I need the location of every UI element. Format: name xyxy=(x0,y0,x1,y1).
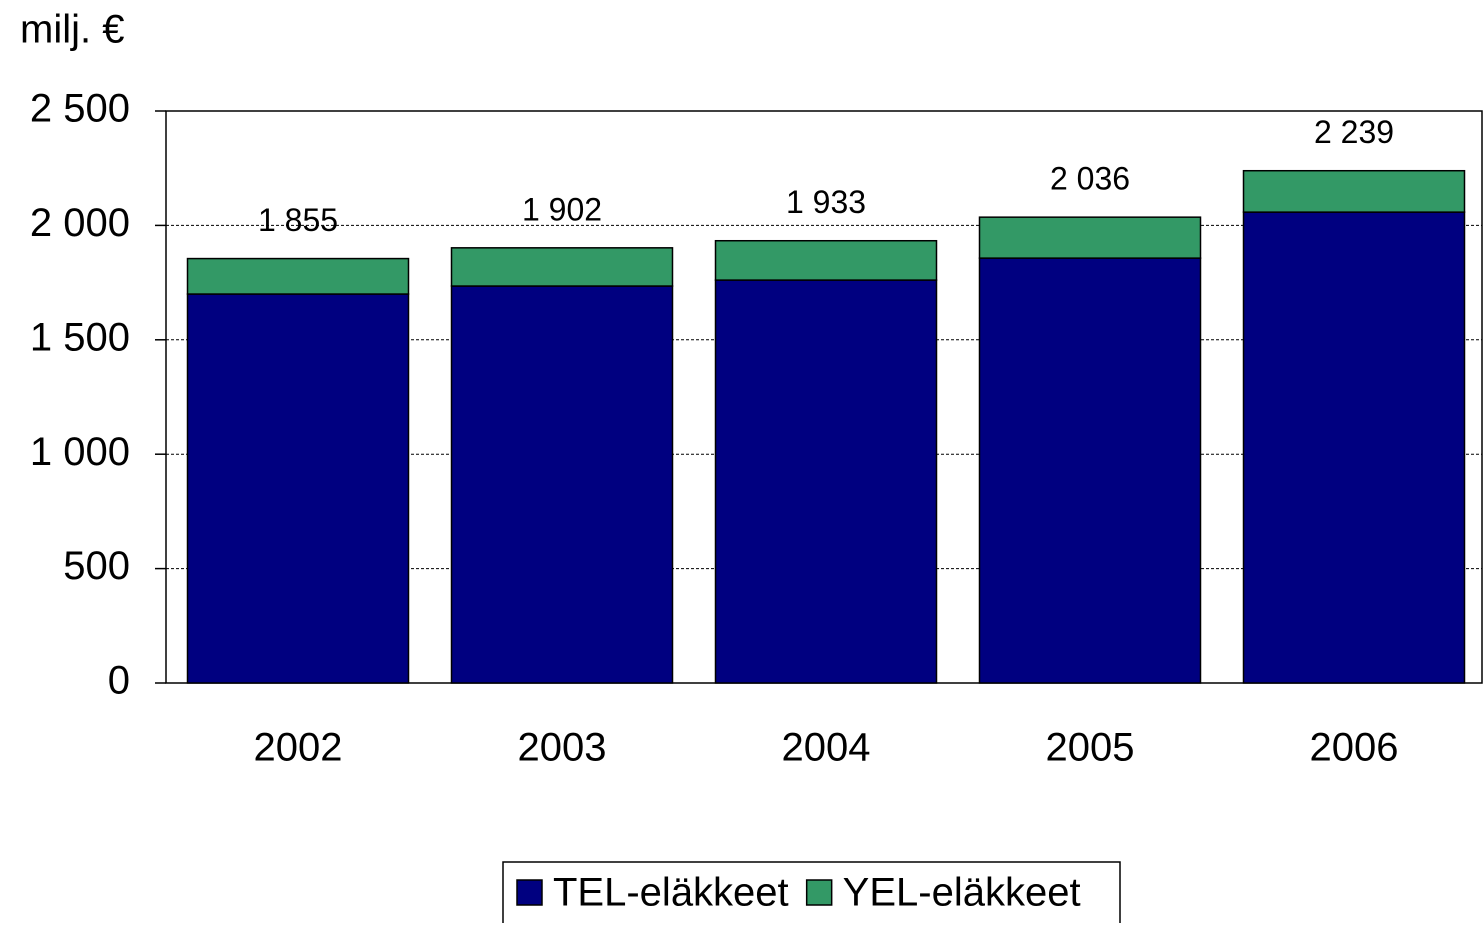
y-tick-label: 500 xyxy=(63,544,130,588)
x-tick-label: 2002 xyxy=(254,726,343,770)
bar-segment xyxy=(714,279,938,684)
total-label: 1 902 xyxy=(522,191,602,227)
total-label: 2 239 xyxy=(1314,114,1394,150)
legend-swatch xyxy=(805,879,833,906)
total-label: 1 855 xyxy=(258,202,338,238)
legend-swatch xyxy=(516,879,543,906)
x-tick-label: 2006 xyxy=(1310,726,1399,770)
bar-segment xyxy=(978,257,1202,684)
y-tick-label: 2 000 xyxy=(30,201,130,245)
total-label: 2 036 xyxy=(1050,161,1130,197)
bar-segment xyxy=(1242,169,1466,213)
bar-segment xyxy=(450,285,674,684)
y-tick-label: 1 500 xyxy=(30,315,130,359)
legend-label: YEL-eläkkeet xyxy=(843,871,1081,915)
bar-segment xyxy=(186,293,410,684)
y-unit-label: milj. € xyxy=(20,8,124,52)
total-label: 1 933 xyxy=(786,184,866,220)
bar-segment xyxy=(714,239,938,281)
x-tick-label: 2005 xyxy=(1046,726,1135,770)
legend-label: TEL-eläkkeet xyxy=(553,871,789,915)
bar-segment xyxy=(978,216,1202,259)
y-tick-label: 0 xyxy=(108,659,130,703)
bar-segment xyxy=(186,257,410,295)
bar-segment xyxy=(450,247,674,287)
x-tick-label: 2003 xyxy=(518,726,607,770)
y-tick-label: 1 000 xyxy=(30,430,130,474)
y-tick-label: 2 500 xyxy=(30,87,130,131)
x-tick-label: 2004 xyxy=(782,726,871,770)
bar-segment xyxy=(1242,211,1466,684)
